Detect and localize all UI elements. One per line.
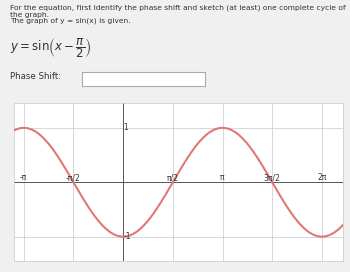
Text: 3π/2: 3π/2: [264, 173, 281, 182]
Text: -π/2: -π/2: [66, 173, 81, 182]
Text: π/2: π/2: [167, 173, 179, 182]
Text: π: π: [220, 173, 225, 182]
Text: -π: -π: [20, 173, 27, 182]
Text: -1: -1: [123, 232, 131, 241]
Text: $y = \sin\!\left(x - \dfrac{\pi}{2}\right)$: $y = \sin\!\left(x - \dfrac{\pi}{2}\righ…: [10, 37, 92, 60]
Text: For the equation, first identify the phase shift and sketch (at least) one compl: For the equation, first identify the pha…: [10, 4, 346, 18]
Text: 2π: 2π: [317, 173, 327, 182]
Text: The graph of y = sin(x) is given.: The graph of y = sin(x) is given.: [10, 18, 131, 24]
Text: Phase Shift:: Phase Shift:: [10, 72, 62, 81]
Text: 1: 1: [123, 123, 128, 132]
